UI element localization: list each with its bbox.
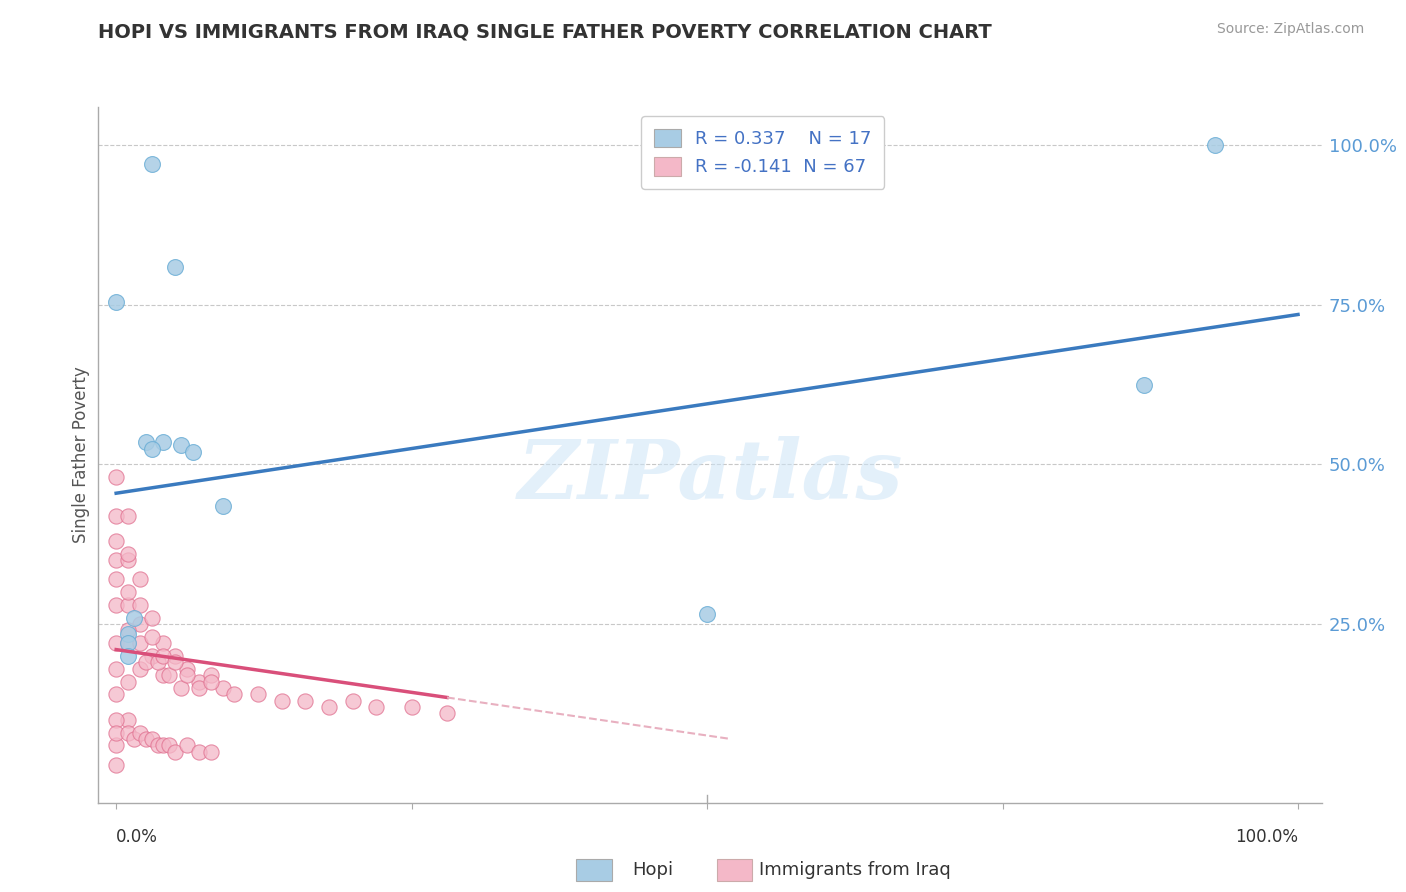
Point [294,694,316,708]
Y-axis label: Single Father Poverty: Single Father Poverty [72,367,90,543]
Point [117,648,139,663]
Point [187,745,209,759]
Point [181,444,204,458]
Point [135,731,157,746]
Text: ZIPatlas: ZIPatlas [517,436,903,516]
Point [157,739,180,753]
Point [105,508,128,523]
Point [1204,138,1226,153]
Point [176,662,198,676]
Legend: R = 0.337    N = 17, R = -0.141  N = 67: R = 0.337 N = 17, R = -0.141 N = 67 [641,116,884,189]
Point [117,624,139,638]
Point [246,687,269,701]
Point [152,668,174,682]
Point [128,725,150,739]
Point [146,656,169,670]
Text: Source: ZipAtlas.com: Source: ZipAtlas.com [1216,22,1364,37]
Point [152,648,174,663]
Point [117,674,139,689]
Point [1133,377,1156,392]
Point [211,681,233,695]
Point [141,630,163,644]
Point [117,585,139,599]
Point [105,662,128,676]
Text: 0.0%: 0.0% [117,829,157,847]
Point [105,739,128,753]
Point [117,725,139,739]
Point [141,648,163,663]
Point [165,648,187,663]
Point [211,499,233,513]
Point [342,694,364,708]
Point [105,725,128,739]
Point [128,636,150,650]
Point [165,656,187,670]
Point [135,656,157,670]
Point [117,713,139,727]
Point [141,731,163,746]
Text: 100.0%: 100.0% [1234,829,1298,847]
Point [117,636,139,650]
Point [187,674,209,689]
Point [696,607,718,622]
Point [117,553,139,567]
Point [146,739,169,753]
Point [105,534,128,549]
Point [152,739,174,753]
Point [141,442,163,456]
Point [200,668,222,682]
Text: Hopi: Hopi [633,861,673,879]
Point [105,553,128,567]
Point [105,470,128,484]
Point [117,636,139,650]
Point [436,706,458,721]
Point [170,681,193,695]
Point [165,745,187,759]
Point [270,694,292,708]
Point [696,138,718,153]
Point [200,745,222,759]
Point [105,636,128,650]
Point [176,668,198,682]
Point [152,435,174,450]
Text: Immigrants from Iraq: Immigrants from Iraq [759,861,950,879]
Point [105,713,128,727]
Point [187,681,209,695]
Point [141,157,163,171]
Point [128,662,150,676]
Point [170,438,193,452]
Point [135,435,157,450]
Point [224,687,246,701]
Point [117,508,139,523]
Point [366,700,388,714]
Point [117,626,139,640]
Point [122,731,145,746]
Point [117,547,139,561]
Point [128,598,150,612]
Point [105,757,128,772]
Point [105,687,128,701]
Point [105,573,128,587]
Point [176,739,198,753]
Point [105,598,128,612]
Point [152,636,174,650]
Point [165,260,187,274]
Point [117,598,139,612]
Point [141,610,163,624]
Point [105,294,128,309]
Point [157,668,180,682]
Text: HOPI VS IMMIGRANTS FROM IRAQ SINGLE FATHER POVERTY CORRELATION CHART: HOPI VS IMMIGRANTS FROM IRAQ SINGLE FATH… [98,22,993,41]
Point [200,674,222,689]
Point [318,700,340,714]
Point [122,610,145,624]
Point [401,700,423,714]
Point [128,617,150,632]
Point [128,573,150,587]
